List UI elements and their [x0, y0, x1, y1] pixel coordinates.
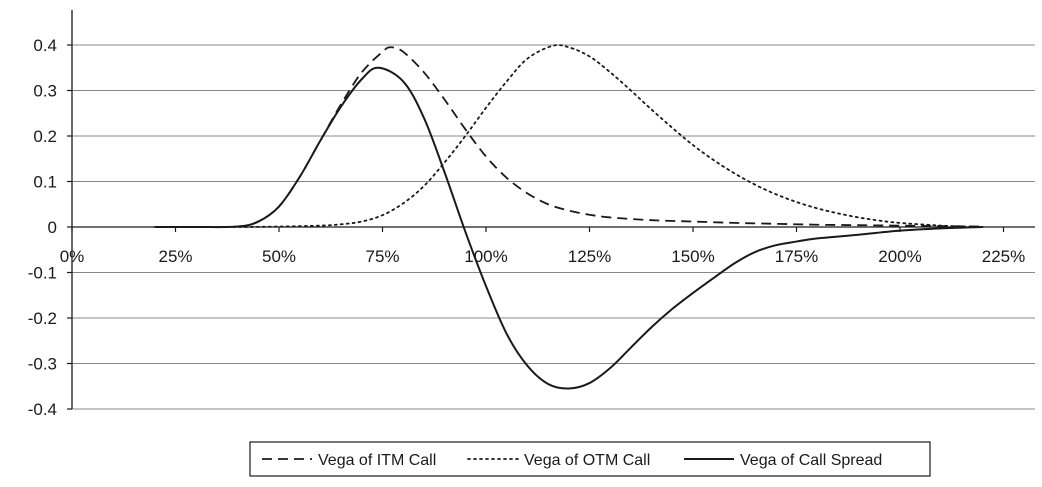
y-tick-label: -0.2 [28, 309, 57, 328]
x-tick-label: 75% [365, 247, 399, 266]
x-tick-label: 150% [671, 247, 714, 266]
x-tick-label: 125% [568, 247, 611, 266]
x-tick-label: 225% [982, 247, 1025, 266]
legend-label-1: Vega of ITM Call [318, 452, 436, 469]
legend-label-2: Vega of OTM Call [524, 452, 650, 469]
y-tick-label: -0.4 [28, 400, 57, 419]
y-tick-label: -0.1 [28, 264, 57, 283]
series-line-3 [154, 66, 983, 390]
x-tick-label: 100% [464, 247, 507, 266]
series-line-2 [153, 44, 984, 228]
grid-lines [72, 44, 1035, 410]
legend: Vega of ITM Call Vega of OTM Call Vega of … [249, 441, 931, 477]
x-tick-label: 25% [158, 247, 192, 266]
series-line-1 [154, 46, 983, 228]
y-tick-label: 0 [48, 218, 57, 237]
y-axis-tick-labels: 0.4 0.3 0.2 0.1 0 -0.1 -0.2 -0.3 -0.4 [28, 36, 57, 419]
y-tick-label: 0.3 [33, 82, 57, 101]
series-lines [153, 44, 984, 390]
y-tick-label: 0.4 [33, 36, 57, 55]
legend-box [249, 441, 931, 477]
x-tick-label: 175% [775, 247, 818, 266]
x-axis-tick-labels: 0% 25% 50% 75% 100% 125% 150% 175% 200% 225% [60, 247, 1026, 266]
x-tick-label: 50% [262, 247, 296, 266]
y-tick-label: 0.1 [33, 173, 57, 192]
x-tick-label: 200% [878, 247, 921, 266]
legend-label-3: Vega of Call Spread [740, 452, 882, 469]
axes [67, 10, 1035, 410]
y-tick-label: 0.2 [33, 127, 57, 146]
y-tick-label: -0.3 [28, 355, 57, 374]
